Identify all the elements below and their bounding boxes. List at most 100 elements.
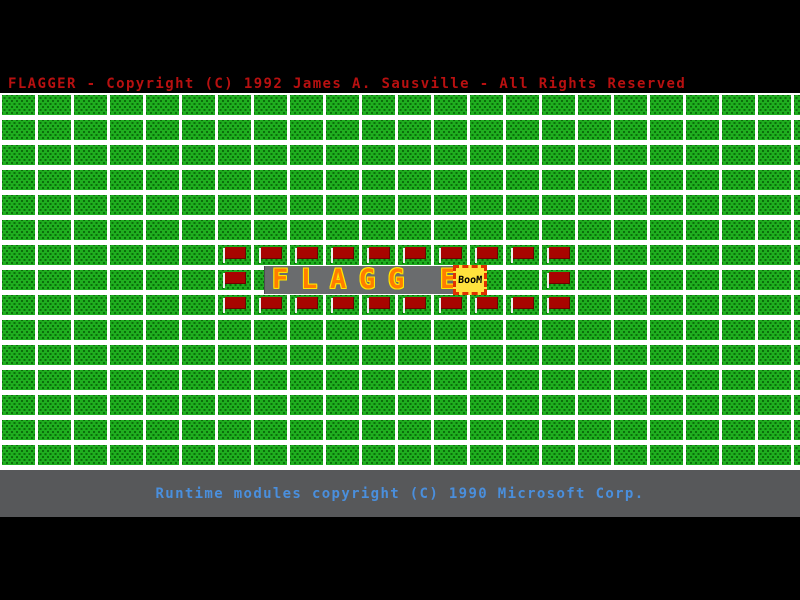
grass-tile[interactable] [470,345,503,365]
grass-tile[interactable] [74,345,107,365]
grass-tile[interactable] [794,95,800,115]
grass-tile[interactable] [434,220,467,240]
grass-tile[interactable] [362,145,395,165]
grass-tile[interactable] [218,170,251,190]
grass-tile[interactable] [470,295,503,315]
grass-tile[interactable] [398,445,431,465]
grass-tile[interactable] [794,320,800,340]
grass-tile[interactable] [254,445,287,465]
grass-tile[interactable] [722,195,755,215]
grass-tile[interactable] [542,395,575,415]
grass-tile[interactable] [614,395,647,415]
grass-tile[interactable] [2,245,35,265]
grass-tile[interactable] [650,195,683,215]
grass-tile[interactable] [758,445,791,465]
grass-tile[interactable] [614,220,647,240]
grass-tile[interactable] [722,395,755,415]
grass-tile[interactable] [146,195,179,215]
grass-tile[interactable] [542,220,575,240]
grass-tile[interactable] [434,320,467,340]
grass-tile[interactable] [794,420,800,440]
grass-tile[interactable] [398,95,431,115]
grass-tile[interactable] [794,345,800,365]
grass-tile[interactable] [218,370,251,390]
grass-tile[interactable] [434,345,467,365]
grass-tile[interactable] [218,420,251,440]
grass-tile[interactable] [686,145,719,165]
grass-tile[interactable] [614,445,647,465]
grass-tile[interactable] [362,320,395,340]
grass-tile[interactable] [218,445,251,465]
grass-tile[interactable] [470,95,503,115]
grass-tile[interactable] [542,295,575,315]
grass-tile[interactable] [110,195,143,215]
grass-tile[interactable] [290,195,323,215]
grass-tile[interactable] [542,120,575,140]
grass-tile[interactable] [326,220,359,240]
grass-tile[interactable] [434,95,467,115]
grass-tile[interactable] [2,320,35,340]
grass-tile[interactable] [110,370,143,390]
grass-tile[interactable] [758,245,791,265]
grass-tile[interactable] [614,245,647,265]
grass-tile[interactable] [614,370,647,390]
grass-tile[interactable] [614,170,647,190]
grass-tile[interactable] [794,395,800,415]
grass-tile[interactable] [758,370,791,390]
grass-tile[interactable] [758,395,791,415]
grass-tile[interactable] [686,395,719,415]
grass-tile[interactable] [578,245,611,265]
grass-tile[interactable] [686,245,719,265]
grass-tile[interactable] [2,370,35,390]
grass-tile[interactable] [542,320,575,340]
grass-tile[interactable] [434,120,467,140]
grass-tile[interactable] [686,270,719,290]
grass-tile[interactable] [326,120,359,140]
grass-tile[interactable] [254,245,287,265]
grass-tile[interactable] [218,395,251,415]
grass-tile[interactable] [398,295,431,315]
grass-tile[interactable] [74,295,107,315]
grass-tile[interactable] [290,395,323,415]
grass-tile[interactable] [650,145,683,165]
grass-tile[interactable] [506,295,539,315]
grass-tile[interactable] [74,445,107,465]
grass-tile[interactable] [794,270,800,290]
grass-tile[interactable] [398,145,431,165]
grass-tile[interactable] [38,120,71,140]
grass-tile[interactable] [254,420,287,440]
grass-tile[interactable] [38,395,71,415]
grass-tile[interactable] [398,345,431,365]
grass-tile[interactable] [794,370,800,390]
grass-tile[interactable] [542,145,575,165]
grass-tile[interactable] [146,445,179,465]
grass-tile[interactable] [650,420,683,440]
grass-tile[interactable] [434,370,467,390]
grass-tile[interactable] [326,370,359,390]
grass-tile[interactable] [218,95,251,115]
grass-tile[interactable] [290,420,323,440]
grass-tile[interactable] [362,370,395,390]
grass-tile[interactable] [470,120,503,140]
grass-tile[interactable] [578,295,611,315]
grass-tile[interactable] [650,270,683,290]
grass-tile[interactable] [470,370,503,390]
grass-tile[interactable] [362,245,395,265]
grass-tile[interactable] [182,370,215,390]
grass-tile[interactable] [146,145,179,165]
grass-tile[interactable] [362,295,395,315]
grass-tile[interactable] [38,420,71,440]
grass-tile[interactable] [110,295,143,315]
grass-tile[interactable] [686,170,719,190]
grass-tile[interactable] [110,445,143,465]
grass-tile[interactable] [362,170,395,190]
grass-tile[interactable] [38,245,71,265]
grass-tile[interactable] [254,395,287,415]
grass-tile[interactable] [506,95,539,115]
grass-tile[interactable] [110,320,143,340]
grass-tile[interactable] [74,395,107,415]
grass-tile[interactable] [2,220,35,240]
grass-tile[interactable] [326,320,359,340]
grass-tile[interactable] [578,370,611,390]
grass-tile[interactable] [326,95,359,115]
